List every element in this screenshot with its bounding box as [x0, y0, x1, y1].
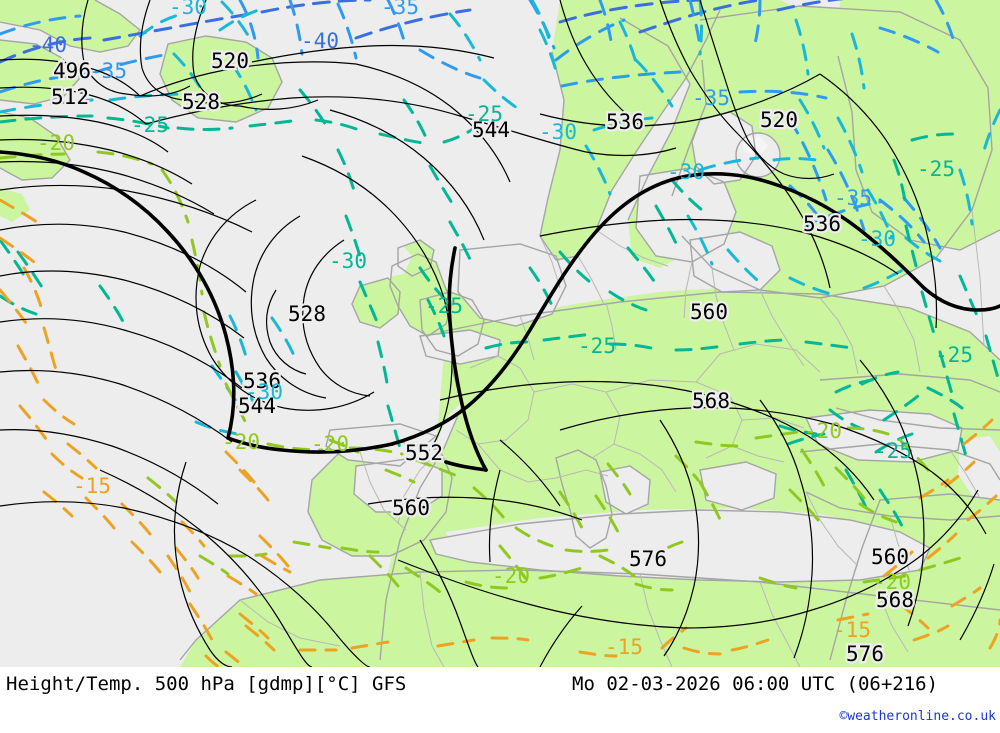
temperature-contour-label: -35: [89, 59, 127, 83]
height-contour-label: 552: [405, 441, 443, 465]
height-contour-label: 544: [472, 118, 510, 142]
temperature-contour-label: -25: [131, 113, 169, 137]
temperature-contour-label: -30: [858, 227, 896, 251]
temp-contour--15: [0, 198, 1000, 667]
height-contour-label: 544: [238, 394, 276, 418]
height-contour-label: 568: [692, 389, 730, 413]
temperature-contour-label: -30: [667, 160, 705, 184]
temperature-contour-label: -35: [834, 186, 872, 210]
height-contour-label: 528: [182, 90, 220, 114]
height-contour-label: 560: [871, 545, 909, 569]
temperature-contour-label: -15: [605, 635, 643, 659]
sea-cutout-layer: [326, 112, 1000, 582]
map-svg: 4965125205285285365365365445445205525605…: [0, 0, 1000, 667]
border-layer: [239, 209, 985, 667]
temperature-contour-label: -40: [29, 33, 67, 57]
height-contour-label: 576: [846, 642, 884, 666]
map-canvas[interactable]: 496 512 520 528 528 536 536 536 544 544 520 552 560 5…: [0, 0, 1000, 667]
temperature-contour-label: -25: [874, 439, 912, 463]
temperature-contour-label: -30: [169, 0, 207, 19]
footer-title: Height/Temp. 500 hPa [gdmp][°C] GFS: [6, 673, 407, 695]
height-contour-label: 536: [243, 369, 281, 393]
footer-datetime: Mo 02-03-2026 06:00 UTC (06+216): [572, 673, 939, 695]
height-contour-label: 560: [392, 496, 430, 520]
temperature-contour-label: -25: [578, 334, 616, 358]
height-contour-bold-layer: [0, 150, 1000, 472]
temperature-contour-label: -25: [917, 157, 955, 181]
watermark-label: ©weatheronline.co.uk: [839, 709, 996, 724]
temperature-contour-label: -20: [222, 430, 260, 454]
height-contour-label: 520: [760, 108, 798, 132]
height-contour-label: 536: [803, 212, 841, 236]
height-contour-label: 496: [53, 59, 91, 83]
temperature-contour-label: -25: [935, 343, 973, 367]
temperature-contour-label: -25: [425, 294, 463, 318]
temperature-contour-label: -30: [329, 249, 367, 273]
temperature-contour-label: -35: [381, 0, 419, 19]
temp-label-group: -40 -40 -30 -35 -35 -35 -35 -30 -30 -30 -30 -30 -25 -…: [29, 0, 973, 659]
temperature-contour-label: -30: [245, 380, 283, 404]
height-contour-label: 512: [51, 85, 89, 109]
temp-contour--25: [0, 88, 1000, 528]
height-contour-layer: [0, 0, 995, 667]
temperature-contour-label: -20: [804, 419, 842, 443]
temperature-contour-label: -20: [311, 432, 349, 456]
temperature-contour-label: -15: [73, 474, 111, 498]
height-contour-label: 568: [876, 588, 914, 612]
temperature-contour-label: -40: [301, 29, 339, 53]
temperature-contour-label: -30: [539, 120, 577, 144]
temperature-contour-label: -20: [873, 570, 911, 594]
height-contour-label: 560: [690, 300, 728, 324]
temperature-contour-label: -20: [492, 564, 530, 588]
height-label-group: 4965125205285285365365365445445205525605…: [49, 47, 916, 667]
temperature-contour-label: -15: [833, 618, 871, 642]
temp-contour--20: [0, 150, 962, 594]
temperature-contour-label: -25: [465, 102, 503, 126]
map-footer: Height/Temp. 500 hPa [gdmp][°C] GFS Mo 0…: [0, 667, 1000, 733]
height-contour-label: 576: [629, 547, 667, 571]
temperature-contour-label: -35: [692, 86, 730, 110]
height-contour-label: 528: [288, 302, 326, 326]
temperature-contour-label: -20: [37, 131, 75, 155]
height-contour-label: 536: [606, 110, 644, 134]
height-contour-label: 520: [211, 49, 249, 73]
